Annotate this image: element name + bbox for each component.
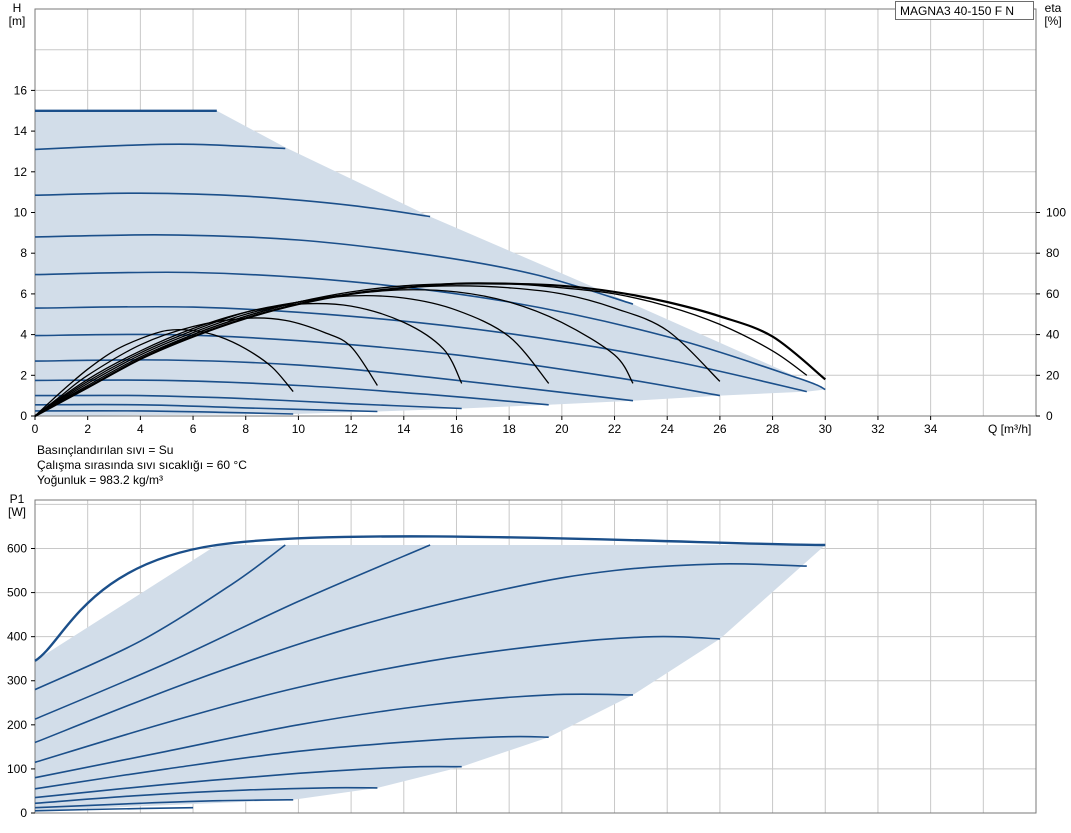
y-tick-label: 0: [20, 409, 27, 423]
y-tick-label: 200: [7, 718, 27, 732]
y-tick-label: 8: [20, 246, 27, 260]
x-tick-label: 28: [766, 422, 780, 436]
power-curve-9: [34, 786, 378, 805]
x-tick-label: 22: [608, 422, 622, 436]
y-tick-label: 500: [7, 586, 27, 600]
model-label: MAGNA3 40-150 F N: [895, 1, 1034, 20]
head-curve-6: [34, 305, 807, 393]
fluid-label: Basınçlandırılan sıvı = Su: [37, 443, 174, 457]
y2-axis-unit: [%]: [1044, 14, 1061, 28]
y-tick-label: 300: [7, 674, 27, 688]
x-tick-label: 0: [32, 422, 39, 436]
y-axis-label: H: [13, 1, 22, 15]
x-tick-label: 14: [397, 422, 411, 436]
power-curve-7: [34, 735, 549, 790]
power-curve-4: [34, 562, 807, 744]
efficiency-curve-1: [34, 328, 294, 417]
power-curve-2: [34, 544, 286, 691]
y-axis-unit: [m]: [9, 14, 26, 28]
head-curve-12: [34, 410, 294, 415]
x-tick-label: 12: [344, 422, 358, 436]
power-curve-11: [34, 806, 194, 812]
y2-tick-label: 60: [1046, 287, 1060, 301]
x-tick-label: 2: [84, 422, 91, 436]
y-tick-label: 0: [20, 806, 27, 820]
head-curve-5: [34, 271, 826, 391]
head-curve-10: [34, 394, 462, 410]
head-curve-3: [34, 192, 431, 218]
y2-tick-label: 40: [1046, 328, 1060, 342]
y-tick-label: 100: [7, 762, 27, 776]
y-tick-label: 12: [14, 165, 28, 179]
power-curve-1: [34, 535, 826, 662]
y-tick-label: 10: [14, 206, 28, 220]
head-curve-9: [34, 379, 549, 406]
x-tick-label: 24: [661, 422, 675, 436]
head-curve-11: [34, 403, 378, 413]
x-tick-label: 16: [450, 422, 464, 436]
y2-tick-label: 0: [1046, 409, 1053, 423]
y-axis-unit: [W]: [8, 505, 26, 519]
power-curve-6: [34, 693, 634, 779]
x-tick-label: 20: [555, 422, 569, 436]
y2-tick-label: 100: [1046, 206, 1066, 220]
efficiency-curve-2: [34, 317, 378, 417]
x-tick-label: 4: [137, 422, 144, 436]
operating-range-fill: [35, 110, 826, 417]
y2-axis-label: eta: [1045, 1, 1062, 15]
x-tick-label: 6: [190, 422, 197, 436]
power-chart-panel: 0 100 200 300 400 500 600 P1[W]: [7, 492, 1037, 820]
x-tick-label: 32: [871, 422, 885, 436]
y-tick-label: 14: [14, 124, 28, 138]
y-tick-label: 6: [20, 287, 27, 301]
x-tick-label: 10: [292, 422, 306, 436]
y-tick-label: 16: [14, 83, 28, 97]
y-axis-label: P1: [10, 492, 25, 506]
x-tick-label: 8: [242, 422, 249, 436]
plot-frame: [34, 499, 1037, 814]
power-curve-3: [34, 544, 431, 720]
head-curve-2: [34, 143, 286, 151]
temperature-label: Çalışma sırasında sıvı sıcaklığı = 60 °C: [37, 458, 247, 472]
head-curve-8: [34, 359, 634, 402]
x-tick-label: 26: [713, 422, 727, 436]
y2-tick-label: 80: [1046, 246, 1060, 260]
power-curve-8: [34, 765, 462, 799]
y-tick-label: 600: [7, 541, 27, 555]
density-label: Yoğunluk = 983.2 kg/m³: [37, 473, 163, 487]
x-axis-label: Q [m³/h]: [988, 422, 1031, 436]
x-tick-label: 34: [924, 422, 938, 436]
operating-range-fill: [35, 545, 826, 811]
power-curve-5: [34, 635, 720, 764]
y-tick-label: 2: [20, 368, 27, 382]
power-curve-10: [34, 799, 294, 809]
y2-tick-label: 20: [1046, 368, 1060, 382]
head-curve-4: [34, 234, 634, 305]
x-tick-label: 30: [819, 422, 833, 436]
efficiency-curve-8: [34, 282, 826, 417]
y-tick-label: 4: [20, 328, 27, 342]
y-tick-label: 400: [7, 630, 27, 644]
x-tick-label: 18: [502, 422, 516, 436]
